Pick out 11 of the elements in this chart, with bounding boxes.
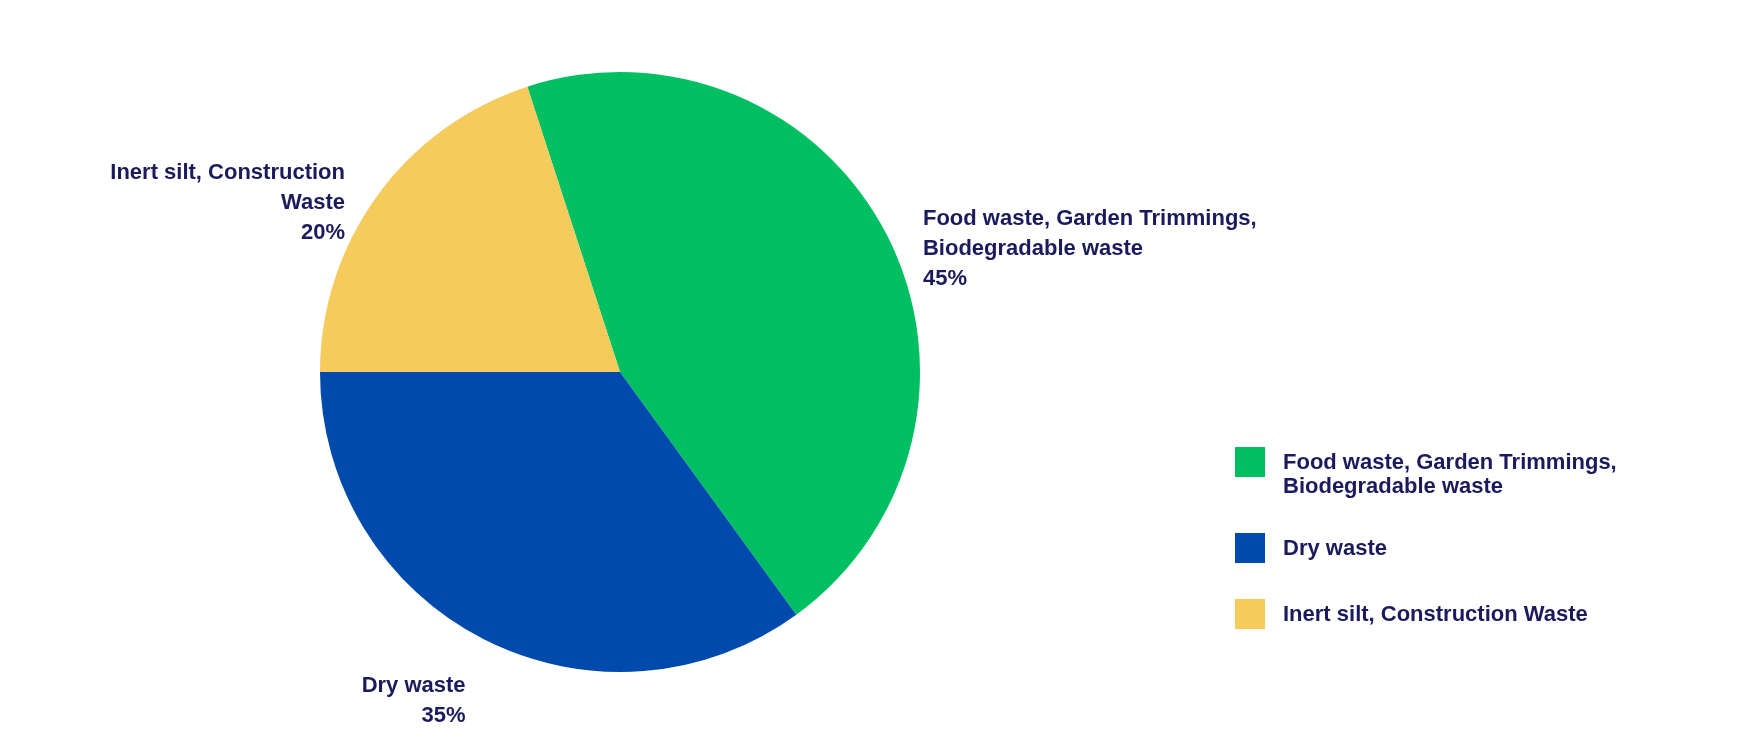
legend-label: Food waste, Garden Trimmings, Biodegradable waste bbox=[1283, 449, 1617, 498]
slice-label: Inert silt, Construction Waste bbox=[110, 159, 345, 215]
pie-slice bbox=[320, 371, 797, 672]
data-label: 45% bbox=[922, 264, 968, 290]
data-label: 20% bbox=[300, 219, 345, 245]
legend-label: Dry waste bbox=[1283, 535, 1387, 560]
slice-label: Dry waste bbox=[361, 671, 466, 697]
slice-label: Food waste, Garden Trimmings, Biodegradable waste bbox=[922, 204, 1257, 260]
pie-slice bbox=[527, 72, 920, 615]
data-label: 35% bbox=[421, 701, 466, 727]
legend-label: Inert silt, Construction Waste bbox=[1283, 601, 1588, 626]
